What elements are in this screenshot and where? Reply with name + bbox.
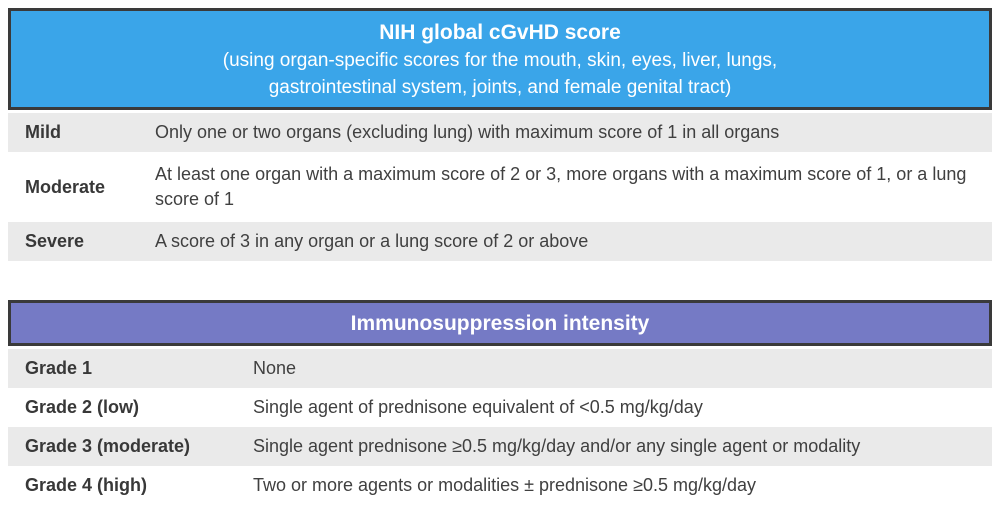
row-description: Two or more agents or modalities ± predn… [253,475,757,495]
nih-table-header: NIH global cGvHD score (using organ-spec… [8,8,992,110]
row-label: Grade 1 [25,358,93,378]
table-row-grade-1: Grade 1 None [8,349,992,388]
table-row-mild: Mild Only one or two organs (excluding l… [8,113,992,152]
row-label: Severe [25,231,85,251]
row-description: At least one organ with a maximum score … [155,164,967,209]
table-row-severe: Severe A score of 3 in any organ or a lu… [8,222,992,261]
row-label: Grade 3 (moderate) [25,436,191,456]
immunosuppression-intensity-table: Immunosuppression intensity Grade 1 None… [8,300,992,505]
row-description: Single agent prednisone ≥0.5 mg/kg/day a… [253,436,861,456]
nih-table-subtitle-line2: gastrointestinal system, joints, and fem… [268,77,732,98]
row-label: Mild [25,122,61,142]
row-description: Single agent of prednisone equivalent of… [253,397,703,417]
row-description: A score of 3 in any organ or a lung scor… [155,231,589,251]
table-row-moderate: Moderate At least one organ with a maxim… [8,152,992,222]
nih-table-subtitle-line1: (using organ-specific scores for the mou… [222,50,778,71]
table-row-grade-3: Grade 3 (moderate) Single agent predniso… [8,427,992,466]
table-row-grade-4: Grade 4 (high) Two or more agents or mod… [8,466,992,505]
nih-global-cgvhd-score-table: NIH global cGvHD score (using organ-spec… [8,8,992,261]
row-description: Only one or two organs (excluding lung) … [155,122,780,142]
row-description: None [253,358,297,378]
nih-table-title: NIH global cGvHD score [379,21,621,44]
row-label: Grade 4 (high) [25,475,148,495]
table-row-grade-2: Grade 2 (low) Single agent of prednisone… [8,388,992,427]
row-label: Grade 2 (low) [25,397,140,417]
row-label: Moderate [25,176,106,197]
immuno-table-header: Immunosuppression intensity [8,300,992,346]
immuno-table-title: Immunosuppression intensity [350,312,650,335]
